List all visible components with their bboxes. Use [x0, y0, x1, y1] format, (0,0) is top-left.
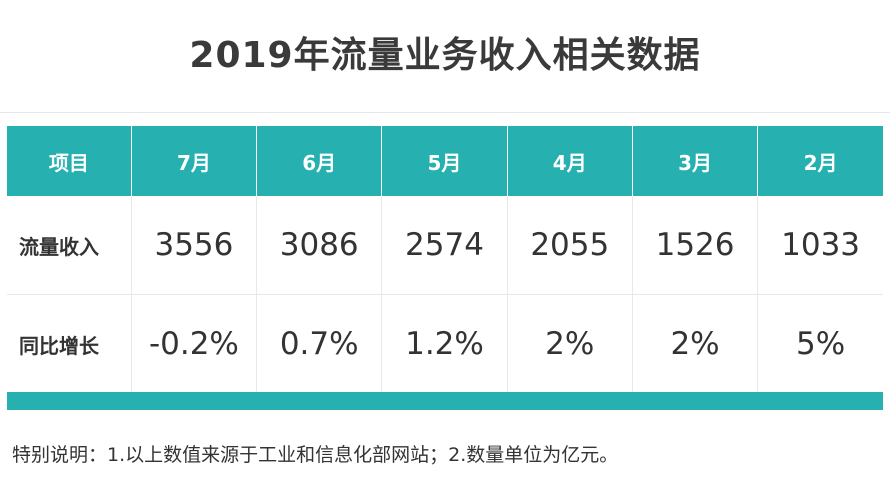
title-divider [0, 112, 890, 113]
table-cell: 2% [632, 294, 759, 394]
table-cell: 2055 [507, 196, 633, 295]
row-label: 流量收入 [7, 196, 132, 295]
row-label: 同比增长 [7, 294, 132, 394]
table-cell: -0.2% [131, 294, 258, 394]
page-title: 2019年流量业务收入相关数据 [189, 35, 701, 76]
table-cell: 1526 [632, 196, 759, 295]
data-table-container: 项目 7月 6月 5月 4月 3月 2月 流量收入 3556 3086 2574… [7, 126, 883, 394]
data-table: 项目 7月 6月 5月 4月 3月 2月 流量收入 3556 3086 2574… [7, 126, 883, 394]
table-cell: 0.7% [256, 294, 383, 394]
table-cell: 3556 [131, 196, 258, 295]
header-cell-may: 5月 [381, 126, 508, 196]
table-cell: 2574 [381, 196, 508, 295]
header-cell-jul: 7月 [131, 126, 258, 196]
table-cell: 1.2% [381, 294, 508, 394]
table-cell: 5% [757, 294, 883, 394]
header-cell-feb: 2月 [757, 126, 883, 196]
header-cell-item: 项目 [7, 126, 132, 196]
table-cell: 2% [507, 294, 633, 394]
table-footer-bar [7, 392, 883, 410]
table-row-traffic-revenue: 流量收入 3556 3086 2574 2055 1526 1033 [7, 196, 883, 295]
table-row-yoy-growth: 同比增长 -0.2% 0.7% 1.2% 2% 2% 5% [7, 294, 883, 394]
footnote: 特别说明：1.以上数值来源于工业和信息化部网站；2.数量单位为亿元。 [12, 444, 619, 466]
header-cell-jun: 6月 [256, 126, 383, 196]
table-cell: 1033 [757, 196, 883, 295]
table-header-row: 项目 7月 6月 5月 4月 3月 2月 [7, 126, 883, 196]
table-cell: 3086 [256, 196, 383, 295]
header-cell-mar: 3月 [632, 126, 759, 196]
header-cell-apr: 4月 [507, 126, 633, 196]
